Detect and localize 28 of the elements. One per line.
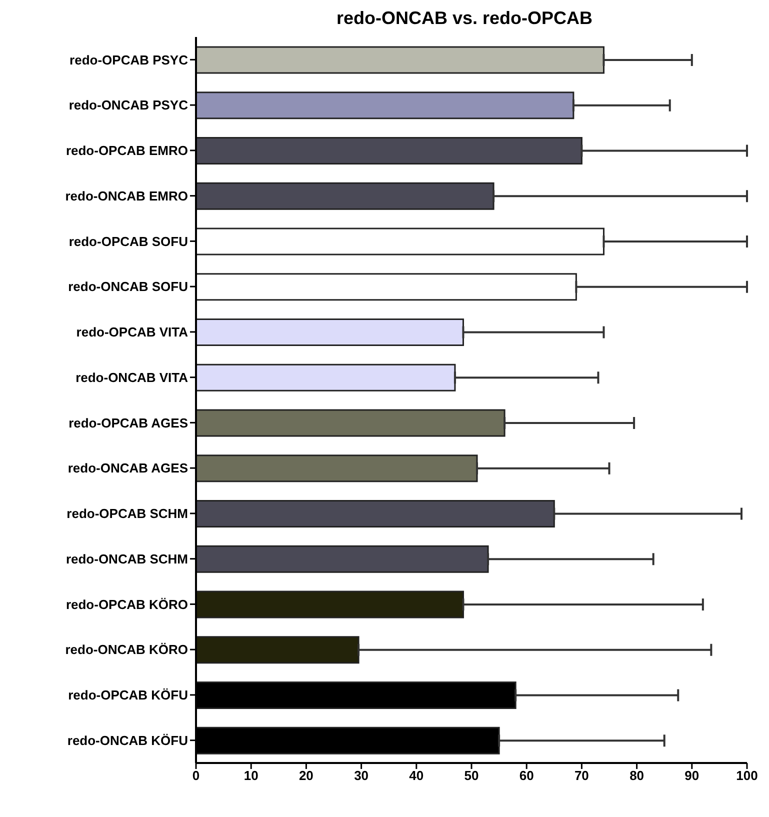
x-tick-label: 0: [192, 768, 200, 784]
x-tick-label: 70: [574, 768, 589, 784]
y-tick-label: redo-ONCAB VITA: [76, 370, 189, 385]
y-tick-label: redo-OPCAB SOFU: [68, 234, 188, 249]
x-tick-label: 50: [464, 768, 479, 784]
y-tick-label: redo-ONCAB KÖRO: [65, 642, 188, 658]
y-tick-label: redo-OPCAB PSYC: [70, 52, 189, 68]
chart-title: redo-ONCAB vs. redo-OPCAB: [335, 8, 594, 29]
x-tick-label: 80: [630, 768, 644, 784]
y-tick-label: redo-OPCAB EMRO: [66, 143, 188, 158]
y-tick-label: redo-OPCAB KÖRO: [66, 596, 188, 612]
y-tick-label: redo-ONCAB SCHM: [66, 551, 188, 566]
y-tick-label: redo-ONCAB AGES: [68, 460, 188, 476]
y-tick-label: redo-OPCAB SCHM: [66, 506, 188, 522]
y-tick-label: redo-OPCAB KÖFU: [68, 688, 188, 703]
y-tick-label: redo-ONCAB KÖFU: [67, 732, 188, 748]
x-tick-label: 20: [298, 768, 314, 784]
x-tick-label: 60: [519, 768, 534, 784]
y-tick-label: redo-ONCAB EMRO: [65, 188, 188, 204]
x-tick-label: 100: [736, 768, 758, 784]
y-tick-label: redo-ONCAB SOFU: [68, 279, 188, 294]
x-tick-label: 40: [409, 768, 424, 784]
x-tick-label: 10: [244, 768, 258, 784]
x-tick-label: 30: [354, 768, 369, 784]
y-tick-label: redo-OPCAB AGES: [68, 415, 188, 430]
y-tick-label: redo-ONCAB PSYC: [68, 98, 189, 113]
y-tick-label: redo-OPCAB VITA: [76, 324, 189, 340]
x-tick-label: 90: [684, 768, 700, 784]
